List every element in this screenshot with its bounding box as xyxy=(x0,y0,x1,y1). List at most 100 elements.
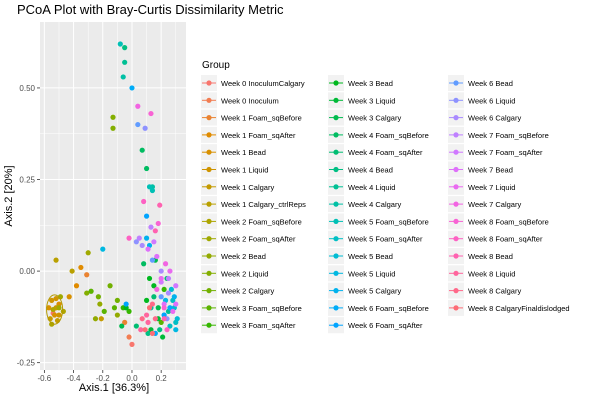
legend-label: Week 4 Bead xyxy=(348,166,393,175)
legend-item: Week 2 Foam_sqBefore xyxy=(201,213,302,230)
legend-item: Week 7 Bead xyxy=(448,161,513,178)
legend-item: Week 7 Foam_sqAfter xyxy=(448,144,543,161)
data-point xyxy=(97,301,103,307)
data-point xyxy=(154,286,160,293)
legend-key-point xyxy=(206,253,212,259)
legend-item: Week 3 Foam_sqAfter xyxy=(201,317,296,334)
legend-label: Week 6 Foam_sqBefore xyxy=(348,304,429,313)
legend-label: Week 6 Calgary xyxy=(468,114,521,123)
legend-key-point xyxy=(453,80,459,86)
data-point xyxy=(149,301,156,307)
legend-item: Week 7 Foam_sqBefore xyxy=(448,126,549,143)
data-point xyxy=(143,312,150,318)
data-point xyxy=(161,312,167,318)
legend-item: Week 8 Foam_sqBefore xyxy=(448,213,549,230)
data-point xyxy=(56,312,62,318)
legend-label: Week 4 Liquid xyxy=(348,183,395,192)
data-point xyxy=(114,312,120,318)
data-point xyxy=(173,327,179,333)
legend-key-point xyxy=(453,201,459,207)
data-point xyxy=(100,246,106,252)
y-tick-label: -0.25 xyxy=(17,359,36,368)
data-point xyxy=(136,235,142,241)
data-point xyxy=(148,224,154,230)
data-point xyxy=(88,288,94,294)
data-point xyxy=(143,165,150,172)
legend-label: Week 8 Liquid xyxy=(468,269,515,278)
legend-key-point xyxy=(453,184,459,190)
data-point xyxy=(133,239,139,245)
legend-key-point xyxy=(206,115,212,121)
data-point xyxy=(142,125,148,131)
legend-label: Week 1 Calgary xyxy=(221,183,274,192)
legend-label: Week 6 Bead xyxy=(468,79,513,88)
cluster-ellipse xyxy=(46,294,64,325)
legend-item: Week 4 Calgary xyxy=(328,196,401,213)
data-point xyxy=(141,261,147,267)
legend-item: Week 7 Calgary xyxy=(448,196,521,213)
data-point xyxy=(158,268,164,274)
data-point xyxy=(160,334,166,340)
data-point xyxy=(143,235,150,241)
data-point xyxy=(145,246,151,252)
y-tick-label: 0.25 xyxy=(19,176,35,185)
data-point xyxy=(111,305,118,311)
legend-key-point xyxy=(333,305,339,311)
legend-item: Week 6 Foam_sqAfter xyxy=(328,317,423,334)
data-point xyxy=(155,220,161,227)
data-point xyxy=(69,268,75,274)
legend-label: Week 4 Calgary xyxy=(348,200,401,209)
legend-item: Week 0 InoculumCalgary xyxy=(201,75,305,91)
legend-label: Week 7 Calgary xyxy=(468,200,521,209)
data-point xyxy=(66,294,72,300)
legend-key-point xyxy=(453,236,459,242)
data-point xyxy=(149,187,156,194)
data-point xyxy=(171,294,177,300)
legend-label: Week 0 Inoculum xyxy=(221,96,279,105)
legend-item: Week 8 Liquid xyxy=(448,265,515,282)
legend-item: Week 8 Foam_sqAfter xyxy=(448,230,543,247)
legend-title: Group xyxy=(202,60,230,71)
legend-key-point xyxy=(206,218,212,224)
legend-item: Week 6 Foam_sqBefore xyxy=(328,299,429,316)
legend-key-point xyxy=(453,305,459,311)
data-point xyxy=(117,41,123,47)
data-point xyxy=(148,110,154,117)
legend-key-point xyxy=(206,201,212,207)
legend-label: Week 6 Liquid xyxy=(468,96,515,105)
legend-label: Week 1 Calgary_ctrlReps xyxy=(221,200,306,209)
legend-key-point xyxy=(206,184,212,190)
data-point xyxy=(126,235,132,241)
legend-key-point xyxy=(333,166,339,173)
data-point xyxy=(152,228,158,234)
data-point xyxy=(145,319,151,325)
legend-key-point xyxy=(333,201,339,207)
data-point xyxy=(126,334,132,340)
data-point xyxy=(135,121,141,128)
x-tick-label: -0.2 xyxy=(96,374,110,383)
legend-key-point xyxy=(333,80,339,86)
legend-item: Week 2 Foam_sqAfter xyxy=(201,230,296,247)
data-point xyxy=(129,341,135,347)
legend-key-point xyxy=(206,288,212,294)
data-point xyxy=(49,297,55,303)
data-point xyxy=(161,286,167,293)
data-point xyxy=(146,184,153,190)
legend-key-point xyxy=(206,305,212,311)
data-point xyxy=(120,74,126,80)
legend-key-point xyxy=(206,80,212,86)
legend-label: Week 2 Calgary xyxy=(221,287,274,296)
legend-item: Week 4 Foam_sqAfter xyxy=(328,144,423,161)
legend-item: Week 1 Liquid xyxy=(201,161,268,178)
data-point xyxy=(98,316,104,322)
x-tick-label: 0.2 xyxy=(156,374,168,383)
legend-key-point xyxy=(453,115,459,121)
x-axis-title: Axis.1 [36.3%] xyxy=(79,382,149,394)
legend-key-point xyxy=(206,132,212,138)
legend-key-point xyxy=(333,288,339,294)
legend-key-point xyxy=(206,166,212,173)
data-point xyxy=(95,294,101,300)
legend-item: Week 3 Liquid xyxy=(328,92,395,109)
legend-label: Week 8 CalgaryFinaldislodged xyxy=(468,304,570,313)
legend-item: Week 5 Liquid xyxy=(328,265,395,282)
